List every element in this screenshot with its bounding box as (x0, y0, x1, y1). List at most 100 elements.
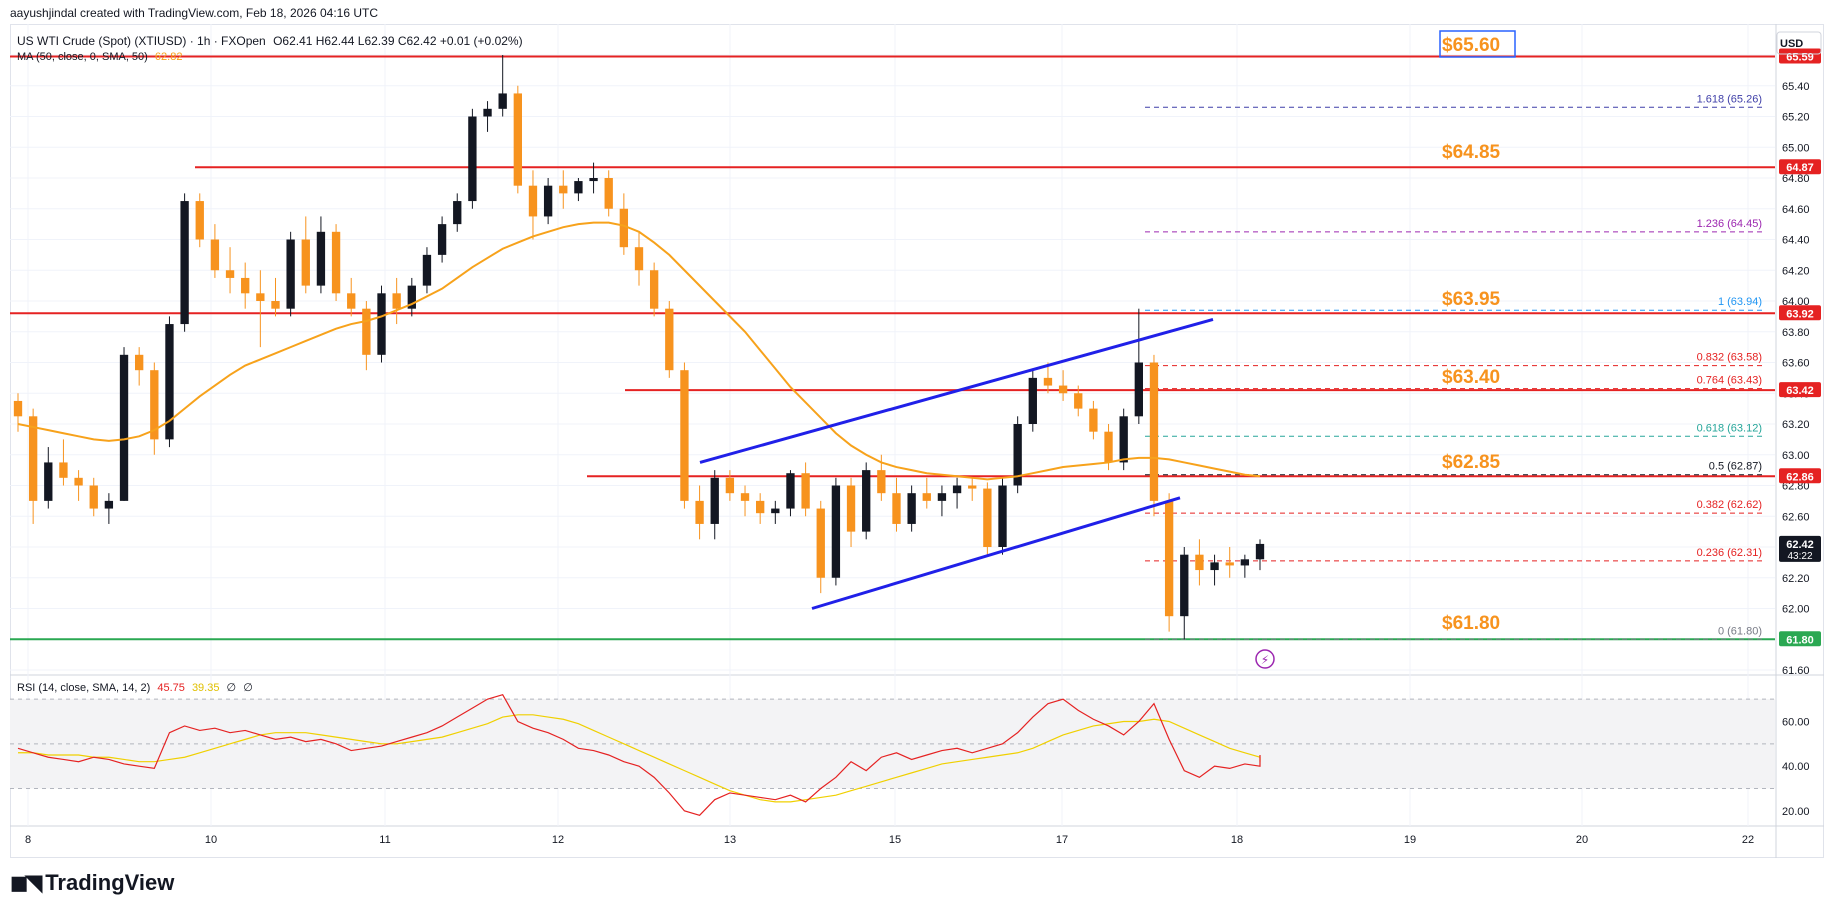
level-label: $64.85 (1442, 142, 1501, 163)
candle-body (195, 201, 204, 240)
price-tag-label: 65.59 (1786, 52, 1814, 64)
fib-label: 0.764 (63.43) (1697, 375, 1762, 387)
candle-body (816, 508, 825, 578)
symbol-name[interactable]: US WTI Crude (Spot) (XTIUSD) · 1h · FXOp… (17, 34, 266, 48)
currency-label[interactable]: USD (1780, 38, 1804, 50)
candle-body (528, 185, 538, 217)
candle-body (44, 462, 53, 501)
candle-body (937, 493, 947, 501)
candle-body (892, 493, 901, 524)
candle-body (922, 493, 931, 501)
price-tick-label: 62.60 (1782, 511, 1810, 523)
price-tag-label: 63.92 (1786, 308, 1814, 320)
price-tag-countdown: 43:22 (1787, 551, 1812, 562)
candle-body (680, 370, 689, 501)
candle-body (1240, 559, 1250, 566)
candle-body (1028, 377, 1037, 424)
price-tag (1779, 159, 1821, 175)
candle-body (286, 239, 295, 309)
fib-label: 0.236 (62.31) (1697, 547, 1762, 559)
candle-body (634, 247, 644, 271)
price-tag (1779, 535, 1821, 562)
candle-body (1210, 562, 1219, 571)
candle-body (362, 308, 371, 355)
candle-body (135, 354, 144, 371)
candle-body (1074, 393, 1083, 409)
time-tick-label: 13 (724, 834, 736, 846)
chart-frame (10, 24, 1824, 858)
price-tick-label: 64.60 (1782, 204, 1810, 216)
time-tick-label: 17 (1056, 834, 1068, 846)
fib-label: 1.618 (65.26) (1697, 93, 1762, 105)
candle-body (119, 354, 129, 501)
tradingview-mark-icon: ◼◥ (10, 870, 42, 895)
candle-body (74, 477, 83, 486)
candle-body (907, 493, 916, 524)
price-tick-label: 65.20 (1782, 112, 1810, 124)
candle-body (589, 178, 598, 182)
price-tag-label: 62.86 (1786, 471, 1814, 483)
channel-lower-line (811, 496, 1181, 610)
level-label: $65.60 (1442, 35, 1500, 56)
rsi-tick-label: 60.00 (1782, 717, 1810, 729)
rsi-tick-label: 40.00 (1782, 761, 1810, 773)
candle-body (422, 254, 432, 286)
time-tick-label: 19 (1404, 834, 1416, 846)
time-tick-label: 18 (1231, 834, 1243, 846)
candle-body (498, 93, 507, 109)
fib-label: 0.618 (63.12) (1697, 422, 1762, 434)
level-label: $63.95 (1442, 289, 1501, 310)
time-tick-label: 11 (379, 834, 390, 846)
candle-body (225, 270, 235, 278)
moving-average-line (17, 221, 1261, 481)
price-tag-label: 62.42 (1786, 539, 1814, 551)
price-tag (1779, 382, 1821, 398)
candle-body (59, 462, 68, 478)
candle-body (983, 488, 992, 547)
price-tag (1779, 468, 1821, 484)
price-tick-label: 62.00 (1782, 604, 1810, 616)
level-label: $61.80 (1442, 613, 1500, 634)
rsi-value: 45.75 (157, 682, 185, 694)
candle-body (801, 473, 810, 509)
ma-legend[interactable]: MA (50, close, 0, SMA, 50) 62.82 (17, 51, 186, 63)
time-tick-label: 12 (552, 834, 564, 846)
candle-body (1255, 543, 1265, 560)
candle-body (301, 239, 310, 286)
candle-body (1089, 408, 1098, 432)
brand-name: TradingView (45, 870, 175, 895)
candle-body (831, 485, 841, 578)
candle-body (1119, 416, 1128, 463)
candle-body (786, 473, 795, 509)
candle-body (316, 231, 326, 286)
price-tick-label: 62.20 (1782, 573, 1810, 585)
lightning-glyph: ⚡ (1261, 653, 1269, 667)
price-tag-label: 61.80 (1786, 634, 1814, 646)
candle-body (952, 485, 962, 494)
fib-label: 0.5 (62.87) (1709, 461, 1762, 473)
candle-body (407, 285, 416, 309)
candle-body (877, 470, 886, 494)
candle-body (241, 277, 250, 294)
candle-body (574, 181, 583, 194)
candle-body (649, 270, 659, 309)
symbol-legend: US WTI Crude (Spot) (XTIUSD) · 1h · FXOp… (17, 34, 527, 48)
candle-body (1013, 424, 1022, 486)
candle-body (150, 370, 159, 440)
candle-body (468, 116, 477, 202)
level-label: $63.40 (1442, 367, 1500, 388)
time-tick-label: 15 (889, 834, 901, 846)
rsi-legend[interactable]: RSI (14, close, SMA, 14, 2) 45.75 39.35 … (17, 681, 257, 694)
rsi-tick-label: 20.00 (1782, 806, 1810, 818)
ma-label: MA (50, close, 0, SMA, 50) (17, 51, 148, 63)
candle-body (453, 201, 462, 225)
candle-body (665, 308, 674, 371)
tradingview-logo[interactable]: ◼◥ TradingView (10, 870, 174, 896)
candle-body (1149, 362, 1159, 501)
candle-body (740, 493, 750, 501)
fib-label: 0.382 (62.62) (1697, 499, 1762, 511)
price-tick-label: 63.80 (1782, 327, 1810, 339)
candle-body (695, 500, 704, 524)
candle-body (756, 500, 765, 514)
